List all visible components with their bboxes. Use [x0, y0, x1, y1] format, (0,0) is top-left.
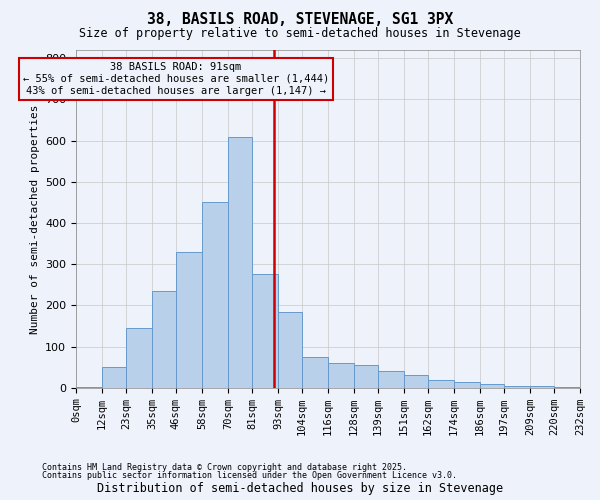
Bar: [480, 384, 504, 388]
Text: Distribution of semi-detached houses by size in Stevenage: Distribution of semi-detached houses by …: [97, 482, 503, 495]
Bar: [152, 291, 176, 388]
Text: Size of property relative to semi-detached houses in Stevenage: Size of property relative to semi-detach…: [79, 28, 521, 40]
Bar: [252, 274, 278, 388]
Text: 38 BASILS ROAD: 91sqm
← 55% of semi-detached houses are smaller (1,444)
43% of s: 38 BASILS ROAD: 91sqm ← 55% of semi-deta…: [23, 62, 329, 96]
Bar: [278, 312, 302, 388]
Bar: [428, 380, 454, 388]
Bar: [378, 372, 404, 388]
Bar: [454, 382, 480, 388]
Bar: [554, 386, 580, 388]
Bar: [354, 365, 378, 388]
Bar: [202, 202, 228, 388]
Text: Contains HM Land Registry data © Crown copyright and database right 2025.: Contains HM Land Registry data © Crown c…: [42, 464, 407, 472]
Bar: [404, 376, 428, 388]
Bar: [102, 367, 126, 388]
Bar: [504, 386, 530, 388]
Bar: [176, 252, 202, 388]
Y-axis label: Number of semi-detached properties: Number of semi-detached properties: [29, 104, 40, 334]
Bar: [302, 357, 328, 388]
Bar: [76, 386, 102, 388]
Text: Contains public sector information licensed under the Open Government Licence v3: Contains public sector information licen…: [42, 471, 457, 480]
Bar: [126, 328, 152, 388]
Bar: [228, 136, 252, 388]
Bar: [530, 386, 554, 388]
Bar: [328, 363, 354, 388]
Text: 38, BASILS ROAD, STEVENAGE, SG1 3PX: 38, BASILS ROAD, STEVENAGE, SG1 3PX: [147, 12, 453, 28]
